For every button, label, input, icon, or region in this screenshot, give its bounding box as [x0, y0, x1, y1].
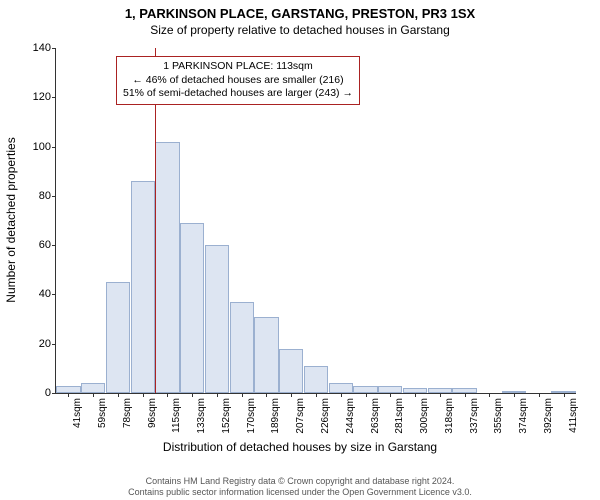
y-tick-mark [52, 48, 56, 49]
histogram-bar [131, 181, 155, 393]
x-tick-label: 207sqm [295, 398, 306, 434]
callout-line1: 1 PARKINSON PLACE: 113sqm [123, 60, 353, 74]
x-tick-mark [316, 393, 317, 397]
x-tick-mark [93, 393, 94, 397]
x-tick-mark [118, 393, 119, 397]
x-tick-label: 355sqm [493, 398, 504, 434]
histogram-bar [180, 223, 204, 393]
x-tick-label: 374sqm [518, 398, 529, 434]
chart-area: 02040608010012014041sqm59sqm78sqm96sqm11… [55, 48, 575, 393]
x-tick-mark [514, 393, 515, 397]
y-tick-mark [52, 196, 56, 197]
y-tick-label: 20 [21, 338, 51, 350]
x-tick-label: 41sqm [72, 398, 83, 428]
y-tick-label: 100 [21, 141, 51, 153]
x-tick-label: 133sqm [196, 398, 207, 434]
histogram-bar [205, 245, 229, 393]
callout-box: 1 PARKINSON PLACE: 113sqm← 46% of detach… [116, 56, 360, 105]
x-tick-label: 78sqm [122, 398, 133, 428]
y-tick-label: 140 [21, 42, 51, 54]
histogram-bar [329, 383, 353, 393]
x-tick-mark [217, 393, 218, 397]
x-tick-label: 411sqm [568, 398, 579, 433]
histogram-bar [230, 302, 254, 393]
x-tick-mark [489, 393, 490, 397]
x-tick-label: 152sqm [221, 398, 232, 434]
x-tick-mark [242, 393, 243, 397]
x-tick-label: 170sqm [246, 398, 257, 434]
x-tick-mark [266, 393, 267, 397]
histogram-bar [81, 383, 105, 393]
histogram-bar [254, 317, 278, 393]
x-tick-label: 300sqm [419, 398, 430, 434]
x-tick-label: 337sqm [469, 398, 480, 434]
x-tick-mark [440, 393, 441, 397]
histogram-bar [378, 386, 402, 393]
y-axis-label: Number of detached properties [4, 137, 18, 302]
x-tick-label: 263sqm [370, 398, 381, 434]
x-tick-mark [341, 393, 342, 397]
x-tick-label: 281sqm [394, 398, 405, 434]
x-tick-mark [539, 393, 540, 397]
x-tick-label: 115sqm [171, 398, 182, 433]
y-tick-mark [52, 344, 56, 345]
y-tick-mark [52, 294, 56, 295]
x-tick-mark [564, 393, 565, 397]
x-tick-mark [415, 393, 416, 397]
footer-line2: Contains public sector information licen… [0, 487, 600, 498]
x-tick-mark [366, 393, 367, 397]
y-tick-label: 40 [21, 288, 51, 300]
histogram-bar [56, 386, 80, 393]
x-tick-mark [465, 393, 466, 397]
title-secondary: Size of property relative to detached ho… [0, 21, 600, 37]
title-primary: 1, PARKINSON PLACE, GARSTANG, PRESTON, P… [0, 0, 600, 21]
footer-attribution: Contains HM Land Registry data © Crown c… [0, 476, 600, 499]
callout-line3: 51% of semi-detached houses are larger (… [123, 87, 353, 101]
x-tick-mark [192, 393, 193, 397]
histogram-bar [304, 366, 328, 393]
y-tick-label: 80 [21, 190, 51, 202]
x-tick-label: 318sqm [444, 398, 455, 434]
x-tick-label: 59sqm [97, 398, 108, 428]
x-tick-label: 226sqm [320, 398, 331, 434]
callout-line2: ← 46% of detached houses are smaller (21… [123, 74, 353, 88]
x-tick-label: 189sqm [270, 398, 281, 434]
x-tick-label: 244sqm [345, 398, 356, 434]
chart-container: 1, PARKINSON PLACE, GARSTANG, PRESTON, P… [0, 0, 600, 500]
x-tick-mark [291, 393, 292, 397]
y-tick-label: 0 [21, 387, 51, 399]
histogram-bar [353, 386, 377, 393]
x-tick-mark [143, 393, 144, 397]
footer-line1: Contains HM Land Registry data © Crown c… [0, 476, 600, 487]
plot-region: 02040608010012014041sqm59sqm78sqm96sqm11… [55, 48, 576, 394]
y-tick-mark [52, 97, 56, 98]
x-tick-mark [68, 393, 69, 397]
y-tick-mark [52, 245, 56, 246]
y-tick-label: 120 [21, 91, 51, 103]
x-tick-mark [390, 393, 391, 397]
y-tick-mark [52, 393, 56, 394]
histogram-bar [279, 349, 303, 393]
y-tick-mark [52, 147, 56, 148]
y-tick-label: 60 [21, 239, 51, 251]
histogram-bar [106, 282, 130, 393]
x-axis-label: Distribution of detached houses by size … [0, 440, 600, 454]
x-tick-label: 96sqm [147, 398, 158, 428]
histogram-bar [155, 142, 179, 393]
x-tick-label: 392sqm [543, 398, 554, 434]
x-tick-mark [167, 393, 168, 397]
